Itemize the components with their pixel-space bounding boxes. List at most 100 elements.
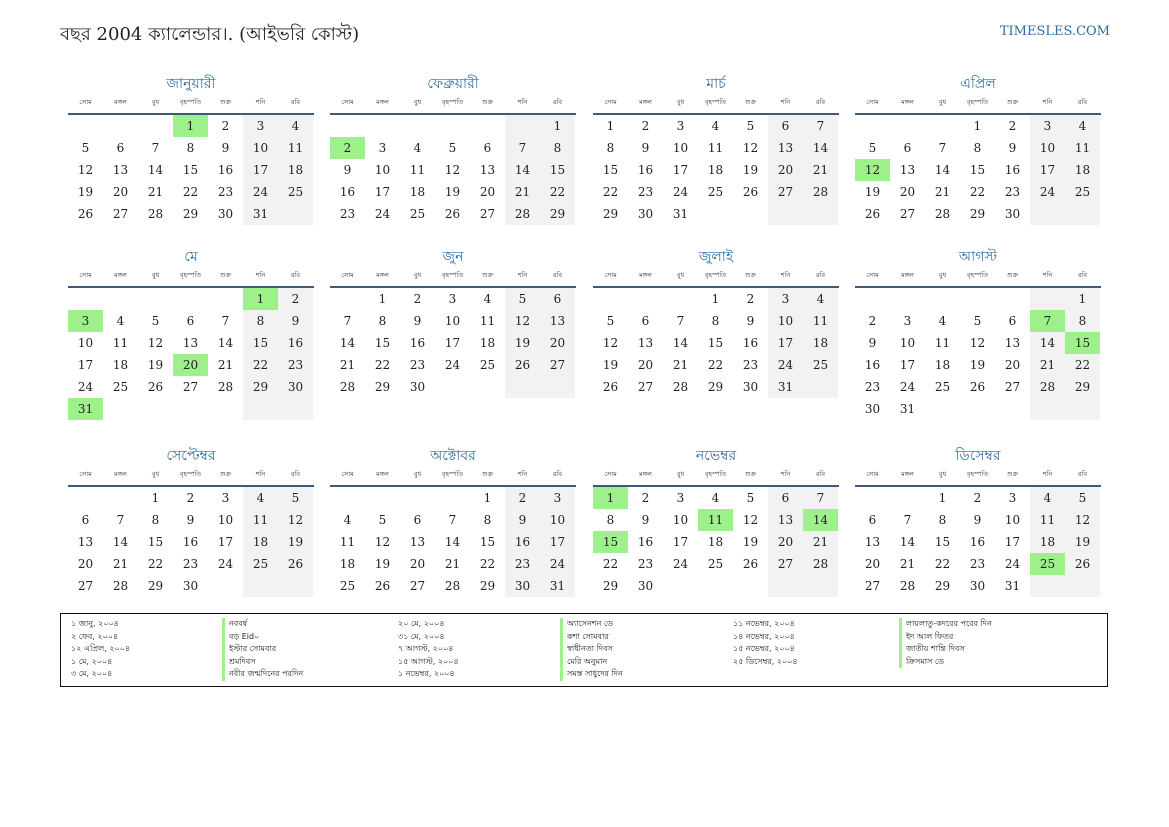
day-cell: 29 bbox=[549, 207, 566, 221]
weekday-header: মঙ্গল bbox=[376, 470, 389, 478]
weekday-header: সোম bbox=[866, 98, 879, 106]
page-title: বছর 2004 ক্যালেন্ডার।. (আইভরি কোস্ট) bbox=[60, 24, 360, 45]
day-cell: 13 bbox=[549, 314, 566, 328]
month-name: সেপ্টেম্বর bbox=[166, 448, 216, 464]
day-cell: 20 bbox=[777, 535, 794, 549]
month-name: মার্চ bbox=[706, 76, 726, 92]
day-cell: 1 bbox=[938, 491, 947, 505]
month-block: ফেব্রুয়ারী সোম মঙ্গল বুধ বৃহস্পতি শুক্র শনি রব… bbox=[330, 75, 576, 245]
holiday-day-cell: 1 bbox=[173, 115, 208, 137]
day-cell: 24 bbox=[217, 557, 234, 571]
day-cell: 8 bbox=[606, 141, 615, 155]
day-cell: 28 bbox=[934, 207, 951, 221]
weekday-header: বুধ bbox=[938, 271, 947, 279]
day-cell: 19 bbox=[969, 358, 986, 372]
day-cell: 23 bbox=[864, 380, 881, 394]
day-cell: 22 bbox=[934, 557, 951, 571]
day-cell: 26 bbox=[287, 557, 304, 571]
weekday-header: বৃহস্পতি bbox=[704, 271, 727, 279]
day-cell: 22 bbox=[602, 185, 619, 199]
legend-date: ৭ আগস্ট, ২০০৪ bbox=[398, 644, 454, 654]
day-cell: 15 bbox=[479, 535, 496, 549]
month-name: এপ্রিল bbox=[960, 76, 996, 92]
day-cell: 30 bbox=[864, 402, 881, 416]
weekday-header: রবি bbox=[1077, 470, 1088, 478]
legend-date: ১ নভেম্বর, ২০০৪ bbox=[398, 669, 455, 679]
day-cell: 26 bbox=[77, 207, 94, 221]
holiday-day-cell: 14 bbox=[803, 509, 838, 531]
legend-holiday-name: ইদ আল ফিতর bbox=[899, 630, 992, 644]
day-cell: 28 bbox=[812, 185, 829, 199]
day-cell: 12 bbox=[514, 314, 531, 328]
day-cell: 17 bbox=[1004, 535, 1021, 549]
day-cell: 4 bbox=[291, 119, 300, 133]
day-cell: 9 bbox=[343, 163, 352, 177]
weekday-header: মঙ্গল bbox=[376, 98, 389, 106]
weekday-header: সোম bbox=[79, 98, 92, 106]
day-cell: 16 bbox=[182, 535, 199, 549]
weekday-header: শুক্র bbox=[1006, 271, 1019, 279]
day-cell: 2 bbox=[291, 292, 300, 306]
weekday-header: সোম bbox=[604, 98, 617, 106]
day-cell: 13 bbox=[182, 336, 199, 350]
weekday-header: শনি bbox=[517, 470, 528, 478]
weekday-header: রবি bbox=[290, 271, 301, 279]
day-cell: 20 bbox=[112, 185, 129, 199]
day-cell: 12 bbox=[444, 163, 461, 177]
day-cell: 7 bbox=[938, 141, 947, 155]
day-cell: 18 bbox=[1039, 535, 1056, 549]
weekday-header: শনি bbox=[1042, 470, 1053, 478]
weekday-header: বুধ bbox=[938, 470, 947, 478]
weekday-header: বুধ bbox=[676, 470, 685, 478]
day-cell: 2 bbox=[641, 491, 650, 505]
month-name: ডিসেম্বর bbox=[955, 448, 1001, 464]
day-cell: 8 bbox=[483, 513, 492, 527]
weekday-header: শুক্র bbox=[744, 98, 757, 106]
day-cell: 18 bbox=[339, 557, 356, 571]
day-cell: 29 bbox=[602, 579, 619, 593]
day-cell: 20 bbox=[637, 358, 654, 372]
day-cell: 25 bbox=[812, 358, 829, 372]
day-cell: 3 bbox=[781, 292, 790, 306]
day-cell: 27 bbox=[77, 579, 94, 593]
weekday-header: শনি bbox=[780, 271, 791, 279]
day-cell: 9 bbox=[746, 314, 755, 328]
weekday-header: বৃহস্পতি bbox=[441, 470, 464, 478]
legend-date: ১৫ নভেম্বর, ২০০৪ bbox=[733, 644, 795, 654]
weekday-header: বৃহস্পতি bbox=[966, 271, 989, 279]
day-cell: 3 bbox=[1043, 119, 1052, 133]
day-cell: 9 bbox=[186, 513, 195, 527]
day-cell: 17 bbox=[77, 358, 94, 372]
header-underline bbox=[68, 286, 314, 288]
day-cell: 23 bbox=[742, 358, 759, 372]
day-cell: 20 bbox=[1004, 358, 1021, 372]
day-cell: 11 bbox=[287, 141, 304, 155]
weekday-header: সোম bbox=[341, 98, 354, 106]
weekday-header: মঙ্গল bbox=[376, 271, 389, 279]
day-cell: 30 bbox=[217, 207, 234, 221]
legend-holiday-name: ইস্টার সোমবার bbox=[222, 643, 303, 656]
day-cell: 30 bbox=[182, 579, 199, 593]
legend-holiday-name: বড় Eid০ bbox=[222, 630, 303, 644]
day-cell: 7 bbox=[816, 491, 825, 505]
day-cell: 3 bbox=[553, 491, 562, 505]
day-cell: 30 bbox=[637, 207, 654, 221]
day-cell: 12 bbox=[602, 336, 619, 350]
legend-date: ১ জানু, ২০০৪ bbox=[71, 619, 119, 628]
day-cell: 27 bbox=[637, 380, 654, 394]
day-cell: 11 bbox=[479, 314, 496, 328]
day-cell: 16 bbox=[969, 535, 986, 549]
day-cell: 23 bbox=[287, 358, 304, 372]
weekday-header: রবি bbox=[552, 271, 563, 279]
day-cell: 28 bbox=[672, 380, 689, 394]
day-cell: 26 bbox=[444, 207, 461, 221]
day-cell: 6 bbox=[781, 491, 790, 505]
day-cell: 15 bbox=[549, 163, 566, 177]
day-cell: 3 bbox=[676, 119, 685, 133]
weekday-header: বুধ bbox=[676, 98, 685, 106]
weekend-shading bbox=[768, 115, 838, 225]
brand-link[interactable]: TIMESLES.COM bbox=[999, 24, 1110, 39]
legend-date-column: ২০ মে, ২০০৪ ৩১ মে, ২০০৪ ৭ আগস্ট, ২০০৪ ১৫ আগ… bbox=[398, 618, 459, 681]
day-cell: 16 bbox=[339, 185, 356, 199]
day-cell: 19 bbox=[742, 163, 759, 177]
